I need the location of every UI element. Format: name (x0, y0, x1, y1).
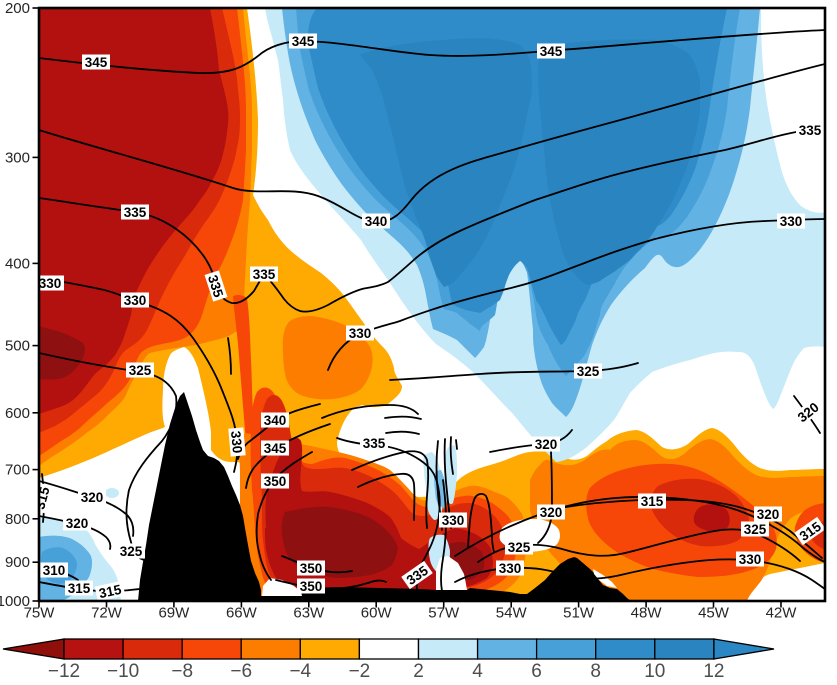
svg-text:325: 325 (744, 522, 767, 537)
svg-text:60W: 60W (361, 605, 393, 622)
svg-text:−12: −12 (48, 661, 80, 682)
svg-text:340: 340 (365, 214, 388, 229)
svg-text:400: 400 (5, 255, 30, 272)
svg-text:42W: 42W (766, 605, 798, 622)
svg-text:−8: −8 (171, 661, 193, 682)
svg-text:325: 325 (577, 364, 600, 379)
svg-text:335: 335 (253, 267, 276, 282)
svg-text:300: 300 (5, 149, 30, 166)
svg-text:340: 340 (264, 413, 287, 428)
svg-text:500: 500 (5, 338, 30, 355)
svg-text:200: 200 (5, 0, 30, 17)
svg-text:57W: 57W (428, 605, 460, 622)
svg-text:330: 330 (780, 214, 803, 229)
svg-text:320: 320 (540, 505, 563, 520)
svg-text:600: 600 (5, 405, 30, 422)
svg-text:69W: 69W (158, 605, 190, 622)
svg-text:350: 350 (264, 474, 287, 489)
svg-text:−6: −6 (230, 661, 252, 682)
svg-text:8: 8 (590, 661, 601, 682)
svg-text:6: 6 (531, 661, 542, 682)
svg-text:330: 330 (499, 561, 522, 576)
svg-text:330: 330 (349, 326, 372, 341)
svg-text:325: 325 (120, 544, 143, 559)
svg-text:75W: 75W (24, 605, 56, 622)
svg-text:320: 320 (66, 516, 89, 531)
svg-text:320: 320 (81, 490, 104, 505)
svg-text:345: 345 (85, 55, 108, 70)
svg-text:2: 2 (413, 661, 424, 682)
svg-text:700: 700 (5, 462, 30, 479)
svg-text:48W: 48W (631, 605, 663, 622)
svg-text:345: 345 (292, 34, 315, 49)
svg-text:1000: 1000 (0, 593, 30, 610)
svg-text:−4: −4 (289, 661, 311, 682)
svg-text:4: 4 (472, 661, 483, 682)
svg-text:45W: 45W (698, 605, 730, 622)
svg-text:335: 335 (363, 436, 386, 451)
svg-text:330: 330 (228, 430, 245, 454)
svg-text:350: 350 (300, 579, 323, 594)
svg-text:−10: −10 (107, 661, 139, 682)
svg-text:350: 350 (300, 561, 323, 576)
svg-text:330: 330 (124, 293, 147, 308)
svg-text:315: 315 (98, 582, 124, 601)
svg-text:320: 320 (757, 507, 780, 522)
svg-text:310: 310 (43, 563, 66, 578)
svg-text:325: 325 (508, 540, 531, 555)
svg-text:63W: 63W (293, 605, 325, 622)
svg-text:800: 800 (5, 511, 30, 528)
svg-text:320: 320 (535, 437, 558, 452)
svg-text:66W: 66W (226, 605, 258, 622)
svg-text:335: 335 (205, 273, 226, 300)
svg-text:330: 330 (739, 552, 762, 567)
svg-text:51W: 51W (563, 605, 595, 622)
svg-text:335: 335 (799, 123, 822, 138)
svg-text:12: 12 (703, 661, 724, 682)
svg-text:315: 315 (641, 494, 664, 509)
svg-text:325: 325 (129, 363, 152, 378)
svg-text:345: 345 (540, 44, 563, 59)
svg-text:−2: −2 (349, 661, 371, 682)
svg-text:900: 900 (5, 554, 30, 571)
svg-text:54W: 54W (496, 605, 528, 622)
svg-text:330: 330 (39, 276, 62, 291)
svg-text:315: 315 (68, 581, 91, 596)
svg-text:345: 345 (264, 441, 287, 456)
svg-text:335: 335 (124, 205, 147, 220)
svg-text:330: 330 (442, 513, 465, 528)
svg-text:72W: 72W (91, 605, 123, 622)
svg-text:10: 10 (644, 661, 665, 682)
